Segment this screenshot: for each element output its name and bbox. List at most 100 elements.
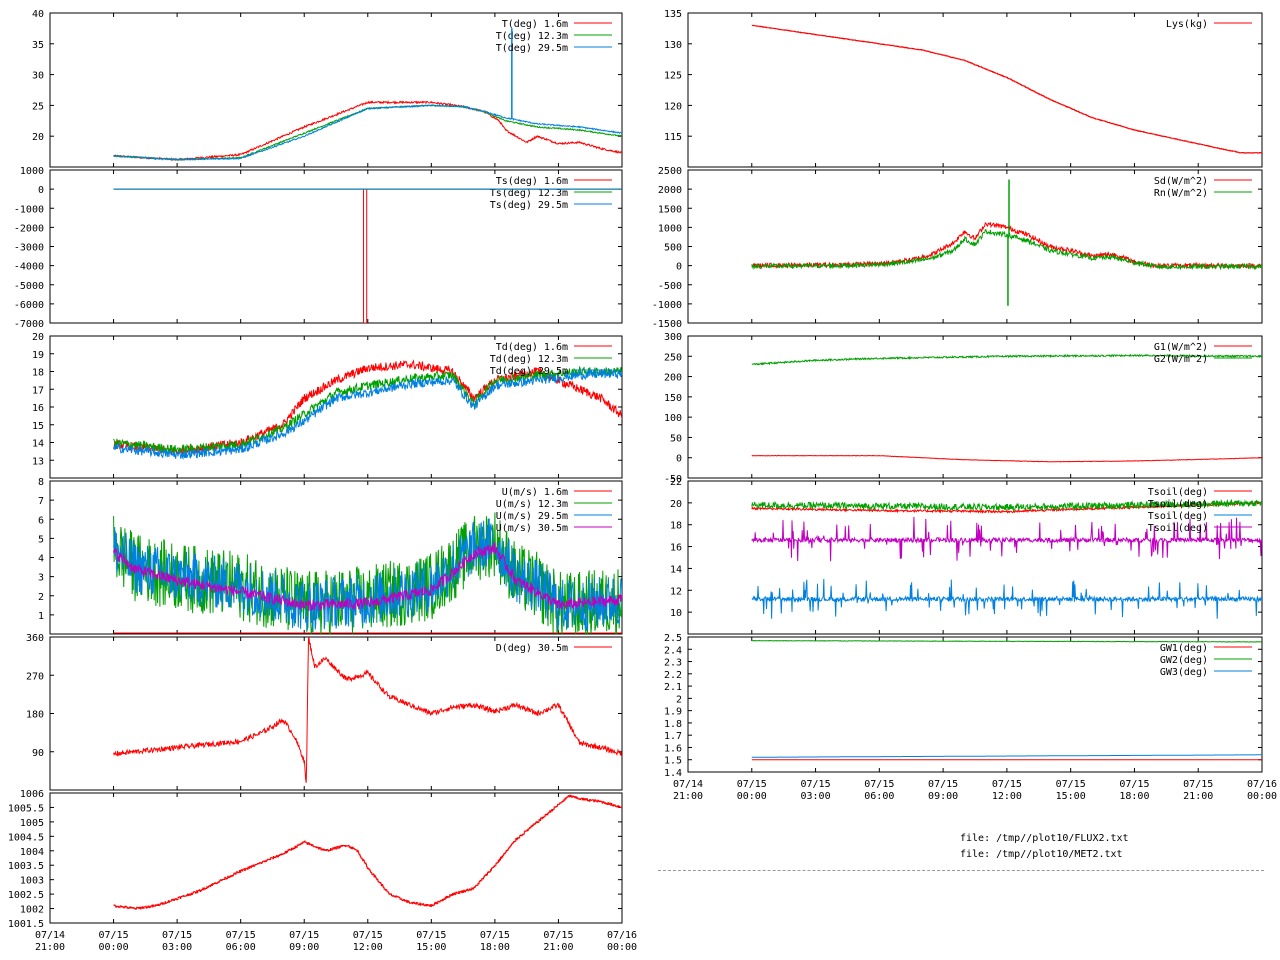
series-line: [113, 368, 622, 460]
y-tick-label: -5000: [14, 281, 44, 292]
series-line: [113, 99, 622, 162]
y-tick-label: 15: [32, 421, 44, 432]
y-tick-label: 2.3: [664, 658, 682, 669]
plot-frame: [687, 335, 1263, 479]
y-tick-label: 20: [32, 132, 44, 143]
x-tick-label-date: 07/15: [99, 930, 129, 941]
separator-line: [658, 870, 1264, 871]
legend-label: Lys(kg): [1166, 19, 1208, 30]
y-tick-label: 22: [670, 477, 682, 488]
legend-label: GW3(deg): [1160, 667, 1208, 678]
y-tick-label: 1.6: [664, 743, 682, 754]
x-tick-label-date: 07/15: [1119, 779, 1149, 790]
file-label-flux: file: /tmp//plot10/FLUX2.txt: [960, 833, 1129, 844]
y-tick-label: 20: [32, 332, 44, 343]
y-tick-label: 2000: [658, 185, 682, 196]
series-line: [113, 794, 622, 910]
chart-tsoil: 10121416182022Tsoil(deg)Tsoil(deg)Tsoil(…: [670, 477, 1263, 635]
chart-lys: 115 120 125 130 135 Lys(kg): [664, 9, 1263, 168]
x-tick-label-time: 18:00: [1119, 791, 1149, 802]
y-tick-label: -7000: [14, 319, 44, 330]
x-tick-label-date: 07/14: [35, 930, 65, 941]
legend-label: T(deg) 1.6m: [502, 19, 568, 30]
y-tick-label: 20: [670, 499, 682, 510]
chart-ts: -7000 -6000 -5000 -4000 -3000 -2000 -1000 0 1000…: [14, 166, 623, 330]
y-tick-label: 150: [664, 393, 682, 404]
y-tick-label: 2: [676, 694, 682, 705]
y-tick-label: 2.4: [664, 645, 682, 656]
legend-label: Tsoil(deg): [1148, 499, 1208, 510]
y-tick-label: 100: [664, 413, 682, 424]
series-line: [751, 498, 1262, 512]
x-tick-label-date: 07/15: [353, 930, 383, 941]
legend-label: G2(W/m^2): [1154, 354, 1208, 365]
y-tick-label: 7: [38, 496, 44, 507]
y-tick-label: 1.8: [664, 719, 682, 730]
x-tick-label-time: 06:00: [864, 791, 894, 802]
y-tick-label: 8: [38, 477, 44, 488]
y-tick-label: 2.5: [664, 633, 682, 644]
y-tick-label: 3: [38, 573, 44, 584]
x-tick-label-time: 12:00: [353, 942, 383, 953]
y-tick-label: -3000: [14, 243, 44, 254]
legend-label: Ts(deg) 1.6m: [496, 176, 568, 187]
y-tick-label: -1000: [652, 300, 682, 311]
legend-label: Ts(deg) 29.5m: [490, 200, 568, 211]
y-tick-label: 300: [664, 332, 682, 343]
y-tick-label: 180: [26, 710, 44, 721]
x-tick-label-time: 00:00: [607, 942, 637, 953]
y-tick-label: 270: [26, 671, 44, 682]
x-tick-label-time: 09:00: [289, 942, 319, 953]
y-tick-label: 2500: [658, 166, 682, 177]
legend-label: G1(W/m^2): [1154, 342, 1208, 353]
series-line: [751, 353, 1262, 366]
series-line: [751, 454, 1262, 463]
legend-label: Rn(W/m^2): [1154, 188, 1208, 199]
chart-u: 1 2 3 4 5 6 7 8 U(m/s) 1.6mU(m/s) 12.3mU(m/s) 29…: [38, 477, 623, 635]
chart-t: 20 25 30 35 40 T(deg) 1.6mT(deg) 12.3mT(deg) …: [32, 9, 623, 168]
chart-g: -50 0 50 100 150 200 250 300 G1(W/m^2)G2(W/m^2): [664, 332, 1263, 485]
y-tick-label: 200: [664, 373, 682, 384]
y-tick-label: 1005.5: [8, 803, 44, 814]
x-tick-label-date: 07/16: [607, 930, 637, 941]
x-tick-label-time: 15:00: [416, 942, 446, 953]
y-tick-label: -4000: [14, 262, 44, 273]
y-tick-label: 1.4: [664, 768, 682, 779]
y-tick-label: 135: [664, 9, 682, 20]
x-tick-label-time: 06:00: [226, 942, 256, 953]
y-tick-label: 1004.5: [8, 832, 44, 843]
y-tick-label: 18: [32, 368, 44, 379]
y-tick-label: -500: [658, 281, 682, 292]
y-tick-label: 250: [664, 352, 682, 363]
legend-label: Sd(W/m^2): [1154, 176, 1208, 187]
series-line: [113, 359, 622, 457]
x-tick-label-date: 07/15: [864, 779, 894, 790]
legend-label: Tsoil(deg): [1148, 523, 1208, 534]
x-tick-label-date: 07/15: [801, 779, 831, 790]
y-tick-label: 0: [676, 262, 682, 273]
x-tick-label-date: 07/15: [1183, 779, 1213, 790]
series-line: [751, 578, 1262, 619]
y-tick-label: 2.2: [664, 670, 682, 681]
chart-sd: -1500 -1000 -500 0 500 1000 1500 2000 2500 Sd(W/m…: [652, 166, 1263, 330]
y-tick-label: 14: [670, 564, 682, 575]
y-tick-label: 500: [664, 243, 682, 254]
y-tick-label: 120: [664, 101, 682, 112]
legend-label: T(deg) 12.3m: [496, 31, 568, 42]
y-tick-label: 1.9: [664, 707, 682, 718]
plot-frame: [687, 12, 1263, 168]
y-tick-label: 4: [38, 554, 44, 565]
series-line: [113, 104, 622, 162]
x-tick-label-time: 09:00: [928, 791, 958, 802]
y-tick-label: 1000: [20, 166, 44, 177]
y-tick-label: 35: [32, 40, 44, 51]
x-tick-label-time: 00:00: [1247, 791, 1277, 802]
x-tick-label-date: 07/15: [992, 779, 1022, 790]
y-tick-label: 130: [664, 40, 682, 51]
chart-p: 1001.5 1002 1002.5 1003 1003.5 1004 1004.5 1005…: [8, 789, 637, 953]
plot-frame: [49, 792, 623, 924]
x-tick-label-date: 07/15: [737, 779, 767, 790]
x-tick-label-date: 07/15: [416, 930, 446, 941]
y-tick-label: 16: [32, 403, 44, 414]
